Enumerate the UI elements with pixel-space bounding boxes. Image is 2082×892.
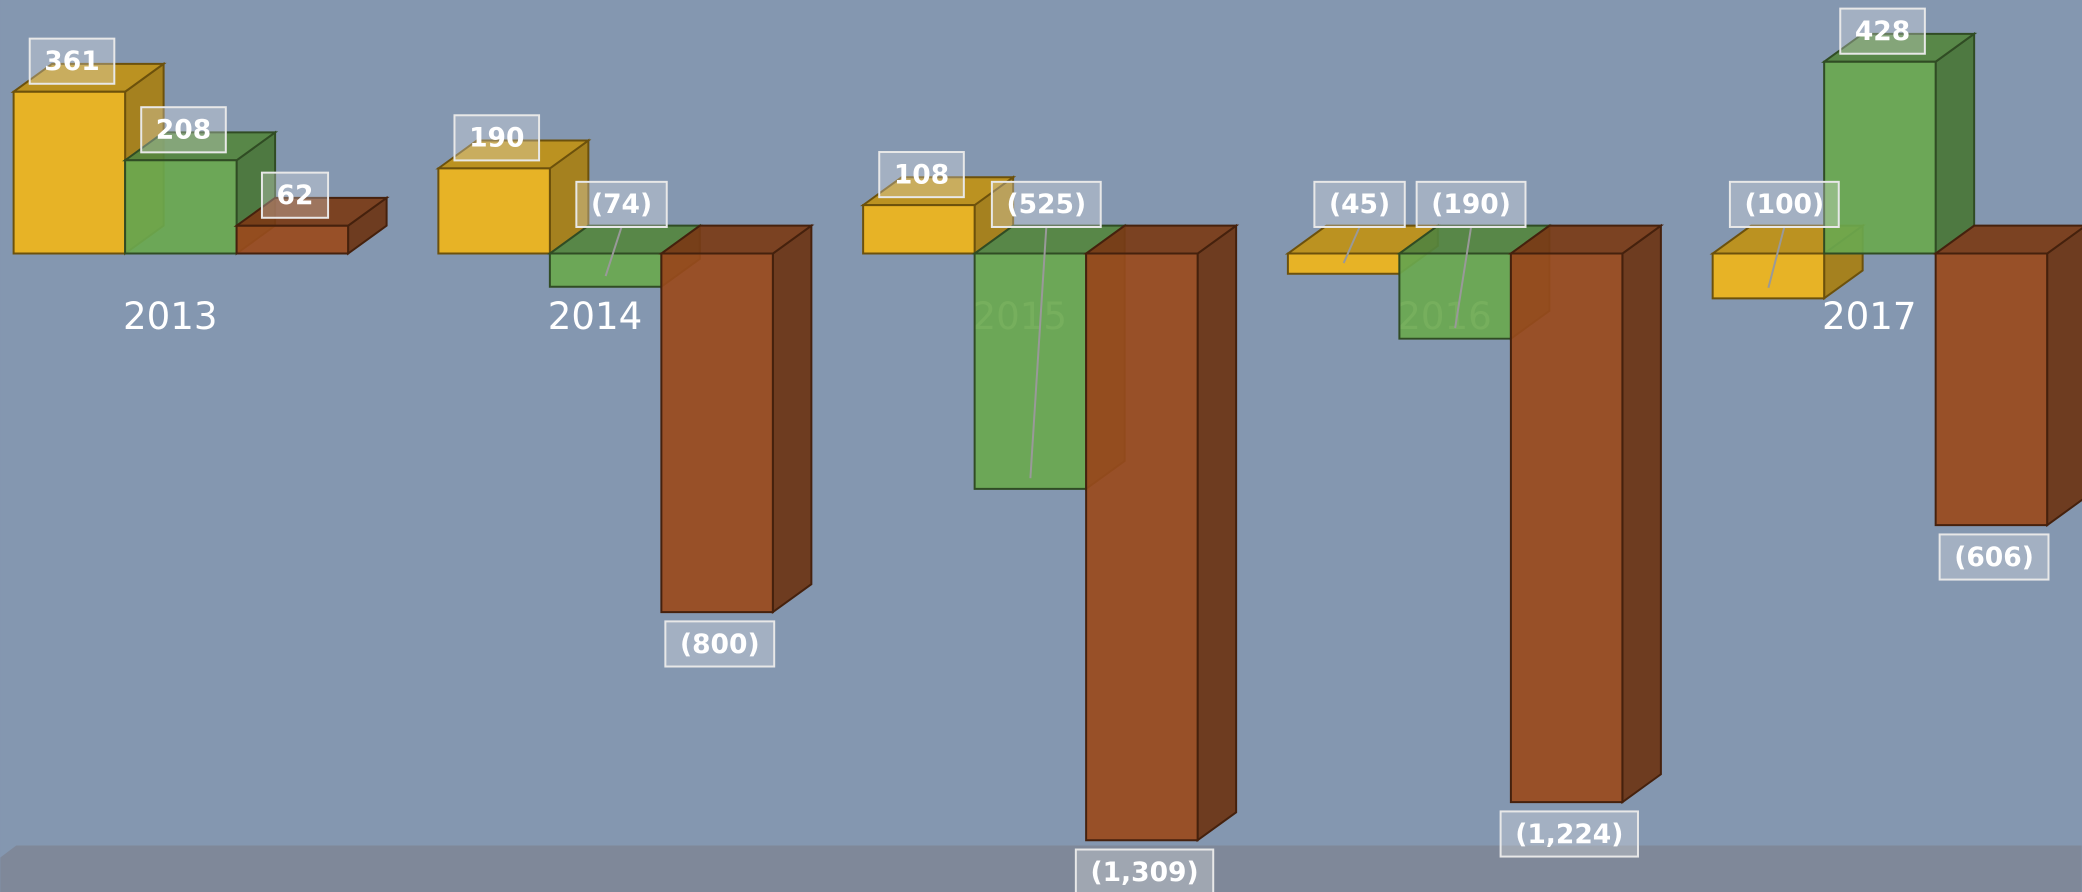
value-label: 208 (156, 115, 211, 146)
bar-front (12, 90, 127, 255)
bar-front (1286, 252, 1401, 275)
value-label: 361 (44, 46, 99, 77)
bar-front (235, 224, 350, 255)
value-label-box (28, 37, 116, 85)
bar-side (1934, 31, 1976, 256)
value-label: 190 (469, 123, 524, 154)
value-label-box (1728, 180, 1840, 228)
value-label-box (140, 106, 227, 154)
leader-line (1767, 226, 1786, 288)
value-label-box (1074, 848, 1215, 892)
leader-line (1342, 226, 1361, 264)
value-label: (1,309) (1090, 857, 1198, 888)
value-label: (45) (1329, 189, 1390, 220)
value-label: (800) (680, 629, 760, 660)
bar (1083, 223, 1240, 843)
bar-front (1085, 252, 1199, 842)
value-label-box (453, 114, 541, 162)
value-label: (606) (1954, 542, 2034, 573)
value-label-box (664, 620, 776, 668)
floor (0, 845, 2082, 892)
bar (658, 223, 815, 615)
value-label-box (1499, 810, 1639, 858)
bar-front (548, 252, 663, 288)
value-label-box (1839, 7, 1926, 55)
category-label: 2017 (1822, 295, 1917, 338)
value-label-box (575, 180, 668, 228)
value-label-box (1415, 180, 1527, 228)
value-label: (1,224) (1515, 819, 1623, 850)
value-label-box (1313, 180, 1406, 228)
bar-side (771, 223, 813, 615)
bar-front (1711, 252, 1826, 300)
leader-line (604, 226, 623, 277)
bar-front (124, 159, 238, 255)
bar-front (437, 167, 551, 255)
bar-front (1823, 60, 1937, 255)
leader-line (1029, 226, 1048, 479)
value-label-box (878, 151, 965, 199)
bar-front (1509, 252, 1624, 804)
bar (1821, 31, 1978, 256)
value-label: 62 (277, 180, 314, 211)
bar-front (660, 252, 774, 614)
bar-side (1196, 223, 1238, 843)
bar (1507, 223, 1664, 805)
value-label-box (1938, 533, 2050, 581)
value-label: (190) (1431, 189, 1511, 220)
value-label: 428 (1855, 16, 1910, 47)
bar-front (973, 252, 1088, 490)
value-label: 108 (894, 159, 949, 190)
bar-side (2046, 227, 2082, 528)
bar-side (1621, 223, 1662, 805)
bar-front (1934, 252, 2049, 527)
category-label: 2014 (548, 295, 643, 338)
bar (546, 223, 703, 289)
leader-line (1454, 226, 1473, 329)
bar-front (862, 204, 976, 255)
bar (1932, 224, 2082, 528)
value-label-box (990, 180, 1102, 228)
value-label: (100) (1745, 189, 1825, 220)
category-label: 2013 (123, 295, 218, 338)
value-label: (525) (1006, 189, 1086, 220)
value-label-box (260, 171, 330, 219)
value-label: (74) (591, 189, 652, 220)
